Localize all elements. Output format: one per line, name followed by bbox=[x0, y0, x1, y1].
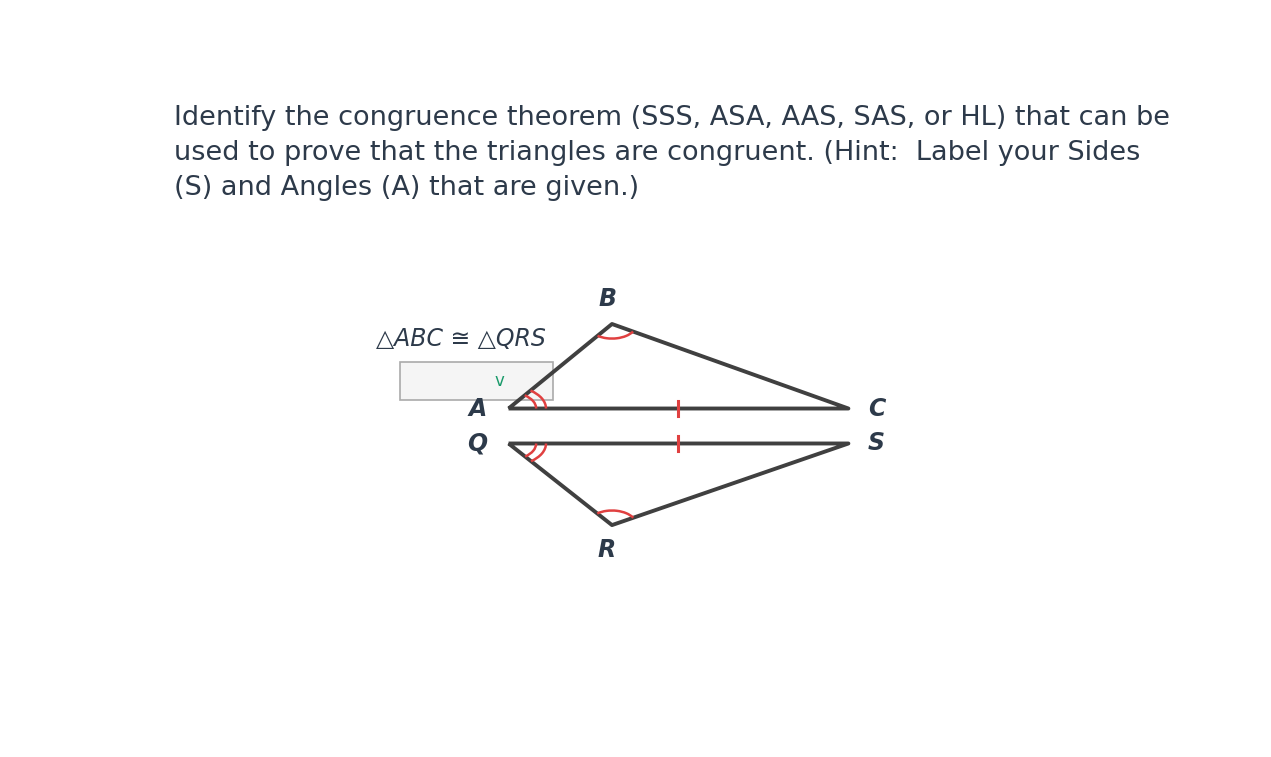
Text: C: C bbox=[868, 397, 886, 421]
Text: v: v bbox=[494, 372, 505, 390]
Text: A: A bbox=[469, 397, 487, 421]
Text: R: R bbox=[597, 538, 616, 562]
Text: S: S bbox=[868, 431, 885, 456]
Text: B: B bbox=[599, 287, 616, 311]
FancyBboxPatch shape bbox=[400, 362, 553, 400]
Text: Q: Q bbox=[466, 431, 487, 456]
Text: △ABC ≅ △QRS: △ABC ≅ △QRS bbox=[376, 327, 545, 351]
Text: Identify the congruence theorem (SSS, ASA, AAS, SAS, or HL) that can be
used to : Identify the congruence theorem (SSS, AS… bbox=[174, 105, 1169, 201]
